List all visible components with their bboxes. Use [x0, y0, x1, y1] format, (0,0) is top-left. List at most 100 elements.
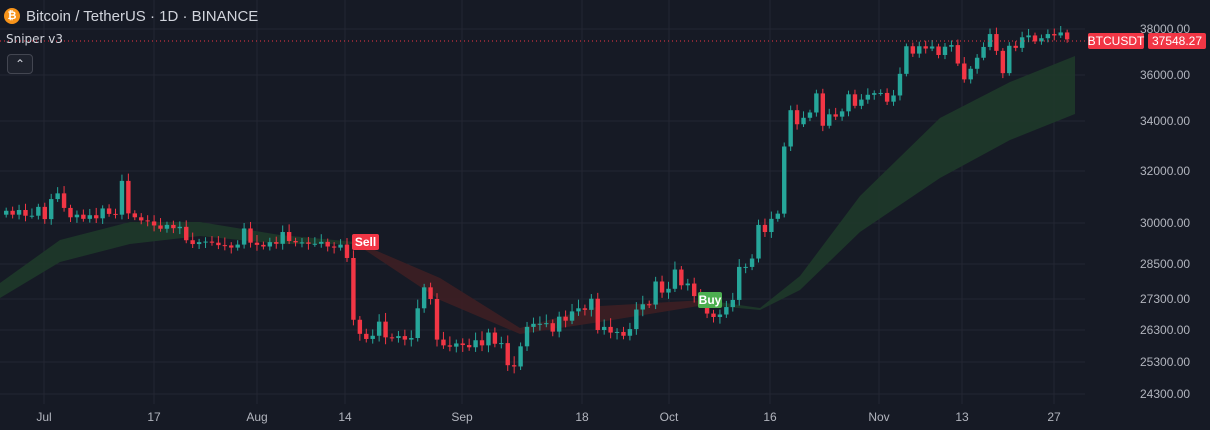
candle-body — [61, 193, 67, 208]
candle — [1019, 31, 1025, 52]
symbol-title[interactable]: Bitcoin / TetherUS · 1D · BINANCE — [26, 7, 259, 25]
candle-body — [23, 210, 28, 216]
candle — [119, 174, 125, 220]
candle — [672, 261, 678, 292]
candle — [1000, 48, 1006, 79]
candle — [679, 266, 684, 290]
candle-body — [807, 112, 813, 118]
candle-body — [190, 240, 195, 245]
candle-body — [692, 283, 697, 297]
candle-body — [685, 283, 690, 286]
candle-body — [872, 93, 877, 95]
candle-body — [376, 321, 382, 336]
candle-body — [962, 63, 967, 80]
price-tick-label: 25300.00 — [1140, 355, 1190, 369]
candle-body — [679, 269, 684, 286]
candle — [1058, 26, 1063, 38]
collapse-indicators-button[interactable]: ⌃ — [7, 54, 33, 74]
candle-body — [261, 244, 266, 247]
candle-body — [788, 110, 793, 147]
candle — [1039, 34, 1044, 45]
candle-body — [1026, 35, 1031, 38]
candle — [16, 204, 22, 220]
price-tick-label: 34000.00 — [1140, 114, 1190, 128]
candle-body — [994, 34, 999, 51]
time-tick-label: Sep — [451, 410, 473, 424]
candle — [23, 203, 28, 222]
candle-body — [846, 94, 851, 112]
candle-body — [1064, 32, 1070, 40]
candle — [904, 43, 909, 77]
candle-body — [518, 346, 523, 367]
candle — [782, 142, 787, 218]
candle — [692, 277, 697, 303]
candle-body — [955, 45, 961, 64]
price-tick-label: 36000.00 — [1140, 68, 1190, 82]
candle-body — [241, 228, 247, 245]
candle — [383, 312, 388, 345]
candle-body — [576, 308, 581, 312]
candle — [1064, 29, 1070, 43]
candle — [364, 328, 369, 343]
candle-body — [29, 215, 35, 217]
candle-body — [145, 220, 150, 222]
candle-body — [319, 241, 324, 244]
candle-body — [595, 298, 600, 330]
candle-body — [942, 46, 948, 55]
candle — [499, 336, 504, 349]
candle — [126, 173, 131, 219]
candle — [884, 88, 890, 106]
candle — [627, 322, 633, 341]
candle — [550, 319, 555, 337]
candle-body — [396, 336, 401, 338]
candle-body — [569, 311, 575, 321]
candle-body — [466, 345, 472, 348]
candle — [171, 220, 176, 234]
indicator-name[interactable]: Sniper v3 — [6, 32, 64, 46]
candle-body — [87, 215, 92, 219]
candle — [827, 108, 832, 129]
chevron-up-icon: ⌃ — [14, 57, 26, 71]
candle — [402, 329, 408, 346]
candle-body — [499, 343, 504, 345]
candle — [839, 108, 845, 121]
candle — [589, 294, 594, 317]
candle — [775, 210, 780, 222]
candle-body — [486, 332, 491, 346]
candle-body — [158, 225, 163, 229]
candle-body — [589, 298, 594, 310]
candle-body — [936, 46, 941, 55]
candle — [788, 105, 793, 151]
price-tick-label: 30000.00 — [1140, 216, 1190, 230]
candle — [293, 237, 298, 247]
candle — [524, 321, 530, 351]
candle-body — [42, 206, 47, 220]
candle — [872, 90, 877, 100]
candle-body — [749, 258, 755, 267]
time-tick-label: 27 — [1047, 410, 1061, 424]
candle-body — [544, 323, 549, 325]
candle — [897, 67, 903, 101]
candle-body — [865, 94, 871, 100]
time-tick-label: Aug — [246, 410, 267, 424]
candle — [370, 329, 375, 344]
candle — [312, 237, 318, 247]
price-tick-label: 27300.00 — [1140, 292, 1190, 306]
candle-body — [383, 321, 388, 338]
candle-body — [196, 242, 202, 245]
candle — [917, 41, 922, 58]
candle — [74, 210, 80, 223]
candle — [891, 89, 896, 106]
candle — [42, 202, 47, 224]
candle — [1052, 28, 1057, 41]
candle — [338, 239, 343, 251]
candle — [389, 333, 395, 342]
candle — [10, 206, 15, 219]
candle-body — [94, 215, 99, 219]
candle-body — [672, 269, 678, 289]
candle-body — [1007, 45, 1012, 74]
candle-body — [878, 92, 883, 94]
candle-body — [704, 303, 710, 314]
candle — [955, 39, 961, 67]
